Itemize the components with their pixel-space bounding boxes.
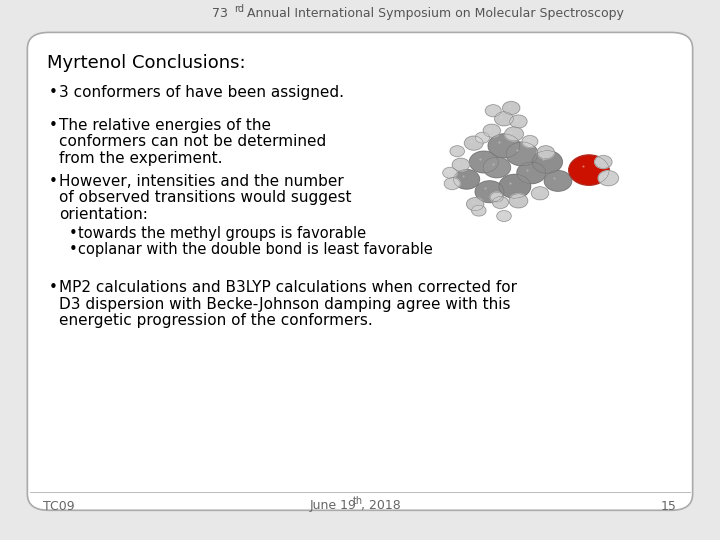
Circle shape: [443, 167, 457, 178]
Circle shape: [503, 102, 520, 114]
Text: Myrtenol Conclusions:: Myrtenol Conclusions:: [47, 54, 246, 72]
Text: orientation:: orientation:: [59, 206, 148, 221]
Text: th: th: [353, 496, 363, 506]
FancyBboxPatch shape: [27, 32, 693, 510]
Circle shape: [452, 158, 469, 171]
Circle shape: [483, 124, 500, 137]
Circle shape: [499, 174, 531, 198]
Text: from the experiment.: from the experiment.: [59, 151, 222, 166]
Text: •: •: [49, 85, 58, 100]
Text: D3 dispersion with Becke-Johnson damping agree with this: D3 dispersion with Becke-Johnson damping…: [59, 297, 510, 312]
Text: Annual International Symposium on Molecular Spectroscopy: Annual International Symposium on Molecu…: [243, 7, 624, 20]
Text: of observed transitions would suggest: of observed transitions would suggest: [59, 190, 351, 205]
Circle shape: [505, 127, 523, 141]
Text: towards the methyl groups is favorable: towards the methyl groups is favorable: [78, 226, 366, 241]
Circle shape: [475, 132, 490, 143]
Circle shape: [472, 205, 486, 216]
Circle shape: [517, 162, 546, 184]
Circle shape: [569, 155, 609, 185]
Circle shape: [467, 198, 484, 211]
Circle shape: [483, 157, 510, 178]
Circle shape: [450, 146, 464, 157]
Circle shape: [475, 181, 504, 202]
Circle shape: [497, 211, 511, 221]
Text: However, intensities and the number: However, intensities and the number: [59, 174, 343, 188]
Text: •: •: [68, 226, 77, 241]
Text: •: •: [49, 118, 58, 133]
Circle shape: [509, 194, 528, 208]
Text: coplanar with the double bond is least favorable: coplanar with the double bond is least f…: [78, 242, 433, 257]
Text: The relative energies of the: The relative energies of the: [59, 118, 271, 133]
Circle shape: [537, 146, 554, 159]
Circle shape: [488, 134, 520, 158]
Text: 3 conformers of have been assigned.: 3 conformers of have been assigned.: [59, 85, 344, 100]
Text: , 2018: , 2018: [361, 500, 401, 512]
Text: •: •: [49, 174, 58, 188]
Circle shape: [522, 136, 538, 147]
Text: June 19: June 19: [310, 500, 356, 512]
Circle shape: [495, 112, 513, 126]
Circle shape: [464, 136, 483, 150]
Circle shape: [469, 151, 498, 173]
Circle shape: [532, 151, 562, 173]
Circle shape: [490, 192, 503, 202]
Circle shape: [595, 156, 612, 168]
Text: 15: 15: [661, 500, 677, 512]
Circle shape: [531, 187, 549, 200]
Circle shape: [510, 115, 527, 128]
Circle shape: [598, 171, 618, 186]
Text: energetic progression of the conformers.: energetic progression of the conformers.: [59, 313, 373, 328]
Circle shape: [444, 178, 460, 190]
Circle shape: [454, 170, 480, 189]
Circle shape: [492, 197, 508, 208]
Text: rd: rd: [234, 3, 244, 14]
Text: conformers can not be determined: conformers can not be determined: [59, 134, 326, 149]
Text: •: •: [49, 280, 58, 295]
Text: •: •: [68, 242, 77, 257]
Text: 73: 73: [212, 7, 228, 20]
Text: MP2 calculations and B3LYP calculations when corrected for: MP2 calculations and B3LYP calculations …: [59, 280, 517, 295]
Text: TC09: TC09: [43, 500, 75, 512]
Circle shape: [506, 142, 538, 166]
Circle shape: [485, 105, 501, 117]
Circle shape: [544, 171, 572, 191]
